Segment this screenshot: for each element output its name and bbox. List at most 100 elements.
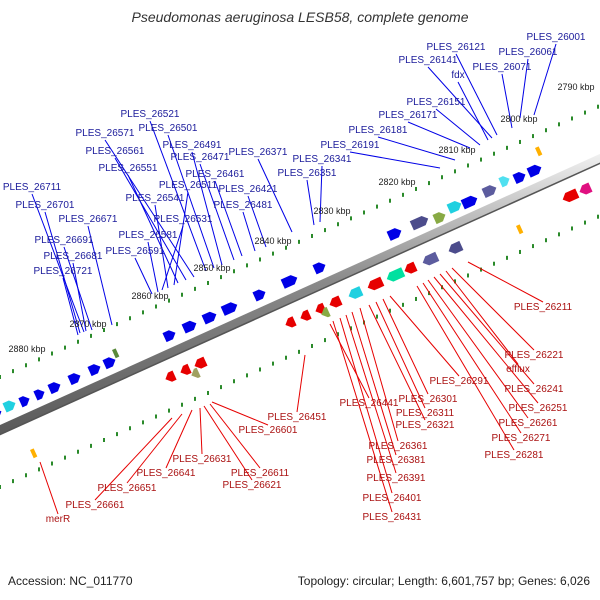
feature-marker xyxy=(29,448,38,459)
forward-leader xyxy=(44,211,81,334)
forward-gene-label: PLES_26721 xyxy=(34,266,93,277)
forward-gene xyxy=(201,311,217,325)
map-title: Pseudomonas aeruginosa LESB58, complete … xyxy=(131,9,469,25)
reverse-leader xyxy=(345,314,397,474)
forward-gene xyxy=(67,373,81,386)
reverse-leader xyxy=(389,295,460,377)
forward-gene-label: PLES_26521 xyxy=(121,109,180,120)
forward-leader xyxy=(501,73,513,129)
reverse-gene-label: PLES_26281 xyxy=(485,450,544,461)
forward-gene-label: PLES_26501 xyxy=(139,123,198,134)
reverse-gene-label: PLES_26211 xyxy=(514,302,573,313)
genes xyxy=(0,146,593,459)
genome-summary: Topology: circular; Length: 6,601,757 bp… xyxy=(297,574,590,588)
reverse-leader xyxy=(382,298,429,395)
reverse-gene xyxy=(367,276,385,291)
scale-label: 2830 kbp xyxy=(313,206,350,216)
forward-leader xyxy=(87,225,113,326)
reverse-gene-label: merR xyxy=(46,514,70,525)
scale-label: 2810 kbp xyxy=(438,145,475,155)
reverse-gene-label: PLES_26611 xyxy=(231,468,290,479)
reverse-gene-label: PLES_26361 xyxy=(369,441,428,452)
reverse-gene-label: PLES_26391 xyxy=(367,473,426,484)
reverse-leader xyxy=(368,304,426,421)
forward-gene-label: PLES_26421 xyxy=(219,184,278,195)
forward-gene-label: PLES_26071 xyxy=(473,62,532,73)
forward-leader xyxy=(199,163,235,261)
forward-leader xyxy=(31,193,85,333)
reverse-gene xyxy=(300,309,312,321)
reverse-leader xyxy=(329,323,370,399)
forward-leader xyxy=(247,195,267,248)
reverse-leader xyxy=(94,417,173,501)
forward-gene-label: PLES_26691 xyxy=(35,235,94,246)
reverse-gene-label: PLES_26271 xyxy=(492,433,551,444)
forward-gene-label: PLES_26471 xyxy=(171,152,230,163)
reverse-gene-label: PLES_26661 xyxy=(66,500,125,511)
forward-leader xyxy=(257,158,293,233)
reverse-gene xyxy=(386,267,406,282)
forward-leader xyxy=(173,191,189,286)
forward-gene xyxy=(432,212,446,225)
forward-gene-label: PLES_26061 xyxy=(499,47,558,58)
scale-label: 2800 kbp xyxy=(500,114,537,124)
forward-gene xyxy=(220,302,238,316)
forward-gene xyxy=(47,382,61,395)
forward-leader xyxy=(127,174,179,284)
reverse-leader xyxy=(467,261,544,303)
forward-leader xyxy=(435,108,481,146)
reverse-gene xyxy=(579,182,593,195)
forward-gene xyxy=(460,195,478,210)
reverse-leader xyxy=(339,317,393,494)
forward-gene-label: PLES_26491 xyxy=(163,140,222,151)
scale-label: 2820 kbp xyxy=(378,177,415,187)
reverse-gene-label: PLES_26441 xyxy=(340,398,399,409)
reverse-gene-label: PLES_26641 xyxy=(137,468,196,479)
forward-gene xyxy=(87,364,101,377)
forward-leader xyxy=(377,136,456,161)
reverse-leader xyxy=(209,403,261,469)
reverse-gene xyxy=(562,188,580,203)
accession-text: Accession: NC_011770 xyxy=(8,574,133,588)
label-leaders xyxy=(31,43,557,515)
reverse-gene xyxy=(165,370,177,382)
scale-label: 2840 kbp xyxy=(254,236,291,246)
forward-gene-label: PLES_26711 xyxy=(3,182,62,193)
scale-label: 2860 kbp xyxy=(131,291,168,301)
reverse-gene-label: PLES_26311 xyxy=(396,408,455,419)
reverse-leader xyxy=(445,270,519,365)
reverse-gene-label: efflux xyxy=(506,364,530,375)
reverse-gene-label: PLES_26251 xyxy=(509,403,568,414)
reverse-gene-label: PLES_26451 xyxy=(268,412,327,423)
reverse-leader xyxy=(39,461,59,515)
forward-leader xyxy=(62,277,79,336)
forward-gene-label: PLES_26351 xyxy=(278,168,337,179)
reverse-gene-label: PLES_26631 xyxy=(173,454,232,465)
reverse-gene xyxy=(191,367,201,379)
forward-leader xyxy=(104,139,195,278)
reverse-leader xyxy=(126,413,183,484)
forward-gene-label: PLES_26481 xyxy=(214,200,273,211)
forward-leader xyxy=(533,43,557,116)
forward-gene-label: PLES_26591 xyxy=(106,246,165,257)
reverse-leader xyxy=(296,354,306,413)
forward-gene xyxy=(498,176,510,188)
reverse-leader xyxy=(332,320,393,513)
forward-gene-label: PLES_26181 xyxy=(349,125,408,136)
reverse-gene xyxy=(448,240,464,254)
reverse-leader xyxy=(433,276,539,404)
forward-leader xyxy=(134,257,153,295)
reverse-gene-label: PLES_26381 xyxy=(367,455,426,466)
reverse-gene-label: PLES_26291 xyxy=(430,376,489,387)
forward-leader xyxy=(349,151,441,169)
forward-gene xyxy=(0,408,2,421)
forward-leader xyxy=(242,211,256,252)
forward-gene-label: PLES_26581 xyxy=(119,230,178,241)
forward-leader xyxy=(306,179,315,226)
reverse-leader xyxy=(422,282,522,434)
scale-label: 2870 kbp xyxy=(69,319,106,329)
forward-leader xyxy=(161,225,184,291)
forward-gene xyxy=(446,200,462,214)
